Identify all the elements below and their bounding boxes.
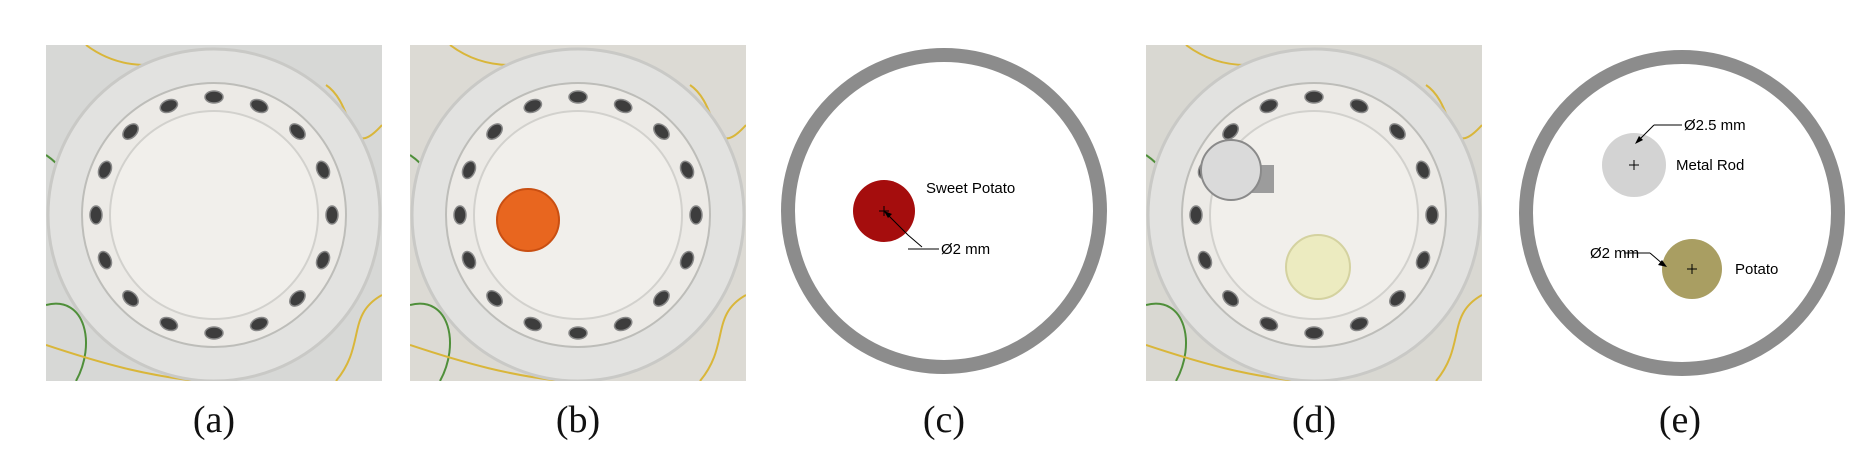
electrode	[89, 205, 103, 225]
electrode	[486, 290, 503, 307]
electrode	[486, 123, 503, 140]
arrow-head	[884, 211, 892, 218]
electrode	[204, 90, 224, 104]
electrode	[289, 290, 306, 307]
electrode	[159, 316, 179, 332]
potato-center-cross	[1687, 264, 1697, 274]
sweet-potato-slice	[496, 188, 560, 252]
caption-b: (b)	[555, 399, 601, 441]
caption-a: (a)	[192, 399, 236, 441]
electrode	[289, 123, 306, 140]
electrode	[653, 290, 670, 307]
schematic-e: Ø2.5 mm Metal Rod Ø2 mm Potato	[1519, 50, 1845, 376]
leader-line	[883, 210, 923, 248]
electrode	[122, 123, 139, 140]
potato-diameter-label: Ø2 mm	[1590, 245, 1639, 262]
electrode	[453, 205, 467, 225]
electrode	[97, 250, 113, 270]
tank-interior	[473, 110, 683, 320]
photo-panel-a	[46, 45, 382, 381]
caption-c: (c)	[922, 399, 966, 441]
photo-panel-d	[1146, 45, 1482, 381]
electrode	[689, 205, 703, 225]
rod-potato-tank-photo	[1146, 45, 1482, 381]
electrode	[1415, 160, 1431, 180]
electrode	[1389, 290, 1406, 307]
tank-ring	[1519, 50, 1845, 376]
photo-panel-b	[410, 45, 746, 381]
electrode	[1259, 316, 1279, 332]
caption-d: (d)	[1291, 399, 1337, 441]
electrode	[523, 316, 543, 332]
schematic-panel-e: Ø2.5 mm Metal Rod Ø2 mm Potato	[1514, 45, 1850, 381]
electrode	[249, 316, 269, 332]
electrode	[325, 205, 339, 225]
electrode	[1415, 250, 1431, 270]
electrode	[1389, 123, 1406, 140]
schematic-panel-c: Sweet Potato Ø2 mm	[778, 45, 1114, 381]
electrode	[249, 98, 269, 114]
electrode	[315, 160, 331, 180]
electrode	[204, 326, 224, 340]
wire	[335, 294, 382, 381]
tank-ring	[781, 48, 1107, 374]
electrode	[523, 98, 543, 114]
potato-label: Potato	[1735, 261, 1778, 278]
electrode	[1349, 316, 1369, 332]
sweet-potato-diameter-label: Ø2 mm	[941, 241, 990, 258]
electrode	[1349, 98, 1369, 114]
electrode	[1189, 205, 1203, 225]
rod-diameter-label: Ø2.5 mm	[1684, 117, 1746, 134]
tank-interior	[1209, 110, 1419, 320]
electrode	[1425, 205, 1439, 225]
wire	[46, 302, 87, 381]
schematic-c: Sweet Potato Ø2 mm	[781, 48, 1107, 374]
electrode	[1197, 250, 1213, 270]
electrode	[159, 98, 179, 114]
empty-tank-photo	[46, 45, 382, 381]
electrode	[97, 160, 113, 180]
electrode	[1304, 90, 1324, 104]
sweet-potato-label: Sweet Potato	[926, 180, 1015, 197]
metal-rod-label: Metal Rod	[1676, 157, 1744, 174]
wire	[410, 302, 451, 381]
electrode	[1304, 326, 1324, 340]
electrode	[315, 250, 331, 270]
electrode	[1259, 98, 1279, 114]
wire	[1435, 294, 1482, 381]
potato-sample	[1285, 234, 1351, 300]
electrode	[1222, 123, 1239, 140]
electrode	[1222, 290, 1239, 307]
electrode	[613, 98, 633, 114]
electrode	[122, 290, 139, 307]
electrode	[568, 326, 588, 340]
electrode	[461, 160, 477, 180]
electrode	[568, 90, 588, 104]
wire	[699, 294, 746, 381]
tank-interior	[109, 110, 319, 320]
electrode	[679, 160, 695, 180]
rod-center-cross	[1629, 160, 1639, 170]
electrode	[679, 250, 695, 270]
wire	[1146, 302, 1187, 381]
metal-rod-top	[1200, 139, 1262, 201]
electrode	[461, 250, 477, 270]
electrode	[613, 316, 633, 332]
sweet-potato-tank-photo	[410, 45, 746, 381]
electrode	[653, 123, 670, 140]
caption-e: (e)	[1658, 399, 1702, 441]
